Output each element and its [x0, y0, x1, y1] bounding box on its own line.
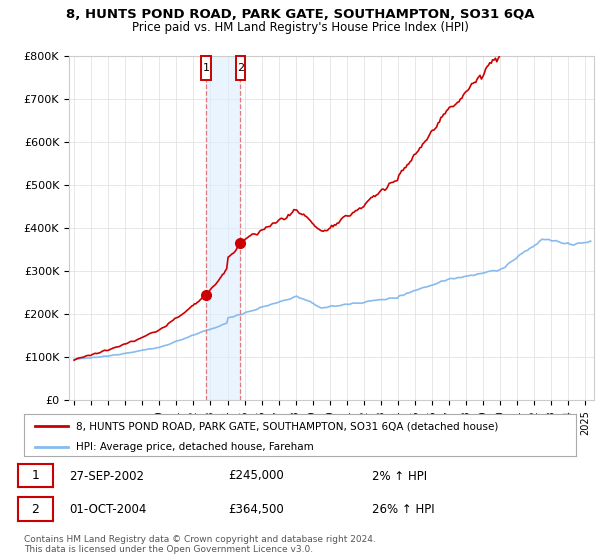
Text: 27-SEP-2002: 27-SEP-2002: [69, 469, 144, 483]
Text: 2: 2: [237, 63, 244, 73]
Text: Contains HM Land Registry data © Crown copyright and database right 2024.: Contains HM Land Registry data © Crown c…: [24, 535, 376, 544]
Text: HPI: Average price, detached house, Fareham: HPI: Average price, detached house, Fare…: [76, 442, 314, 452]
Text: 01-OCT-2004: 01-OCT-2004: [69, 503, 146, 516]
Text: 1: 1: [31, 469, 40, 482]
Bar: [236, 56, 245, 80]
Text: Price paid vs. HM Land Registry's House Price Index (HPI): Price paid vs. HM Land Registry's House …: [131, 21, 469, 34]
Text: 8, HUNTS POND ROAD, PARK GATE, SOUTHAMPTON, SO31 6QA: 8, HUNTS POND ROAD, PARK GATE, SOUTHAMPT…: [66, 8, 534, 21]
Text: 2: 2: [31, 502, 40, 516]
Text: 26% ↑ HPI: 26% ↑ HPI: [372, 503, 434, 516]
Text: £245,000: £245,000: [228, 469, 284, 483]
Text: £364,500: £364,500: [228, 503, 284, 516]
Bar: [201, 56, 211, 80]
Text: 8, HUNTS POND ROAD, PARK GATE, SOUTHAMPTON, SO31 6QA (detached house): 8, HUNTS POND ROAD, PARK GATE, SOUTHAMPT…: [76, 421, 499, 431]
Text: This data is licensed under the Open Government Licence v3.0.: This data is licensed under the Open Gov…: [24, 545, 313, 554]
Bar: [206, 56, 241, 400]
Text: 1: 1: [202, 63, 209, 73]
Text: 2% ↑ HPI: 2% ↑ HPI: [372, 469, 427, 483]
